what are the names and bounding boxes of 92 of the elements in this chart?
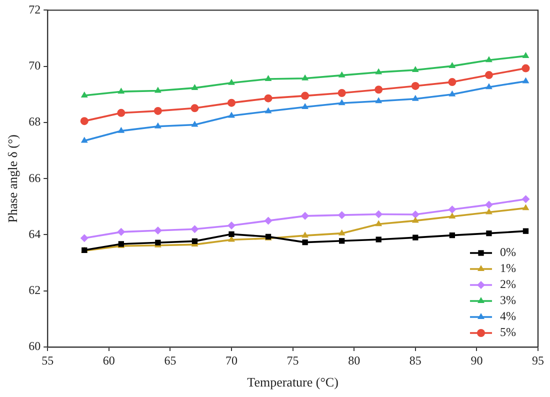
point (192, 238, 198, 244)
point (228, 78, 235, 85)
x-tick-label: 90 (470, 353, 483, 368)
point (228, 112, 235, 118)
point (338, 229, 346, 236)
point (264, 216, 272, 225)
point (338, 211, 346, 220)
y-tick-label: 64 (28, 226, 41, 241)
point (485, 83, 492, 90)
x-tick-label: 65 (164, 353, 176, 368)
point (190, 225, 199, 234)
point (522, 195, 530, 204)
point (117, 228, 126, 236)
point (154, 122, 162, 128)
point (190, 104, 199, 112)
x-tick-label: 95 (532, 353, 544, 368)
point (301, 92, 310, 100)
point (191, 84, 198, 90)
point (522, 228, 529, 234)
point (80, 117, 88, 126)
point (375, 220, 382, 226)
point (264, 107, 272, 114)
point (118, 88, 125, 94)
point (449, 232, 456, 238)
point (522, 64, 530, 72)
point (375, 97, 382, 104)
x-tick-label: 80 (348, 353, 360, 368)
point (80, 136, 88, 143)
point (486, 230, 492, 236)
point (302, 74, 309, 80)
point (484, 71, 493, 80)
point (339, 238, 345, 244)
point (117, 108, 126, 117)
point (228, 98, 236, 107)
y-tick-label: 68 (28, 114, 41, 129)
point (228, 231, 234, 237)
point (301, 212, 310, 220)
point (448, 90, 456, 96)
point (448, 212, 456, 218)
point (412, 216, 419, 223)
x-tick-label: 70 (226, 353, 238, 368)
legend-label: 2% (500, 277, 516, 292)
legend-label: 1% (500, 261, 516, 276)
point (338, 71, 346, 78)
point (522, 204, 530, 210)
y-tick-label: 66 (28, 170, 41, 185)
point (80, 234, 88, 242)
point (411, 210, 420, 219)
y-tick-label: 60 (28, 339, 41, 354)
point (302, 232, 309, 238)
x-axis-title: Temperature (°C) (247, 374, 338, 390)
legend-label: 3% (500, 293, 516, 308)
point (376, 236, 382, 242)
point (374, 210, 383, 218)
point (374, 86, 383, 94)
point (302, 103, 309, 110)
x-tick-label: 60 (102, 353, 115, 368)
point (80, 92, 88, 98)
point (522, 77, 530, 84)
legend-label: 5% (500, 325, 516, 340)
point (448, 62, 456, 68)
y-tick-label: 62 (28, 283, 41, 298)
point (264, 94, 272, 102)
y-axis-title: Phase angle δ (°) (5, 134, 20, 223)
point (522, 52, 530, 58)
legend-label: 0% (500, 245, 516, 260)
point (154, 226, 162, 235)
point (302, 239, 308, 246)
point (154, 106, 162, 115)
x-tick-label: 75 (286, 353, 299, 368)
x-tick-label: 85 (409, 353, 422, 368)
point (484, 200, 493, 209)
y-tick-label: 72 (28, 2, 41, 16)
point (338, 88, 346, 97)
point (448, 78, 456, 86)
point (485, 208, 492, 214)
point (375, 68, 382, 74)
legend-label: 4% (500, 309, 516, 324)
point (228, 221, 236, 230)
y-tick-label: 70 (28, 58, 41, 72)
point (154, 86, 162, 93)
point (448, 205, 456, 214)
point (191, 120, 198, 127)
x-tick-label: 55 (42, 353, 54, 368)
point (412, 234, 418, 240)
point (412, 94, 419, 101)
point (118, 126, 125, 133)
point (264, 74, 272, 81)
point (338, 99, 346, 106)
point (412, 66, 419, 72)
point (411, 82, 420, 90)
point (485, 56, 492, 62)
